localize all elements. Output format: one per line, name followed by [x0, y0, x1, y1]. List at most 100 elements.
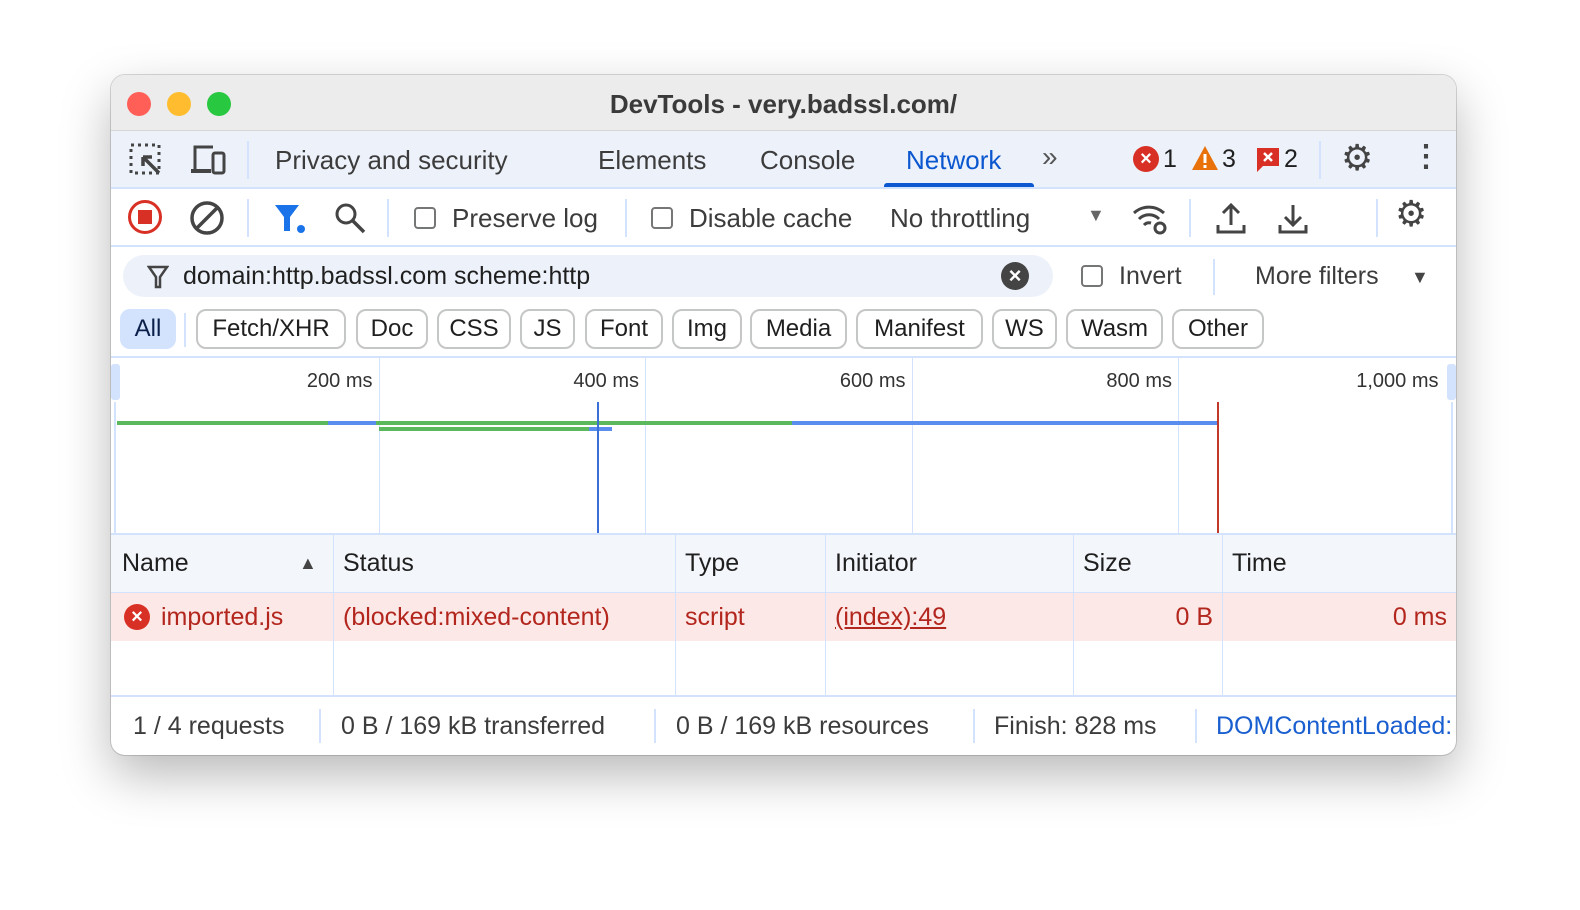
active-tab-indicator	[884, 183, 1034, 187]
type-font[interactable]: Font	[585, 309, 663, 349]
status-bar: 1 / 4 requests 0 B / 169 kB transferred …	[111, 697, 1456, 755]
timeline-left-handle[interactable]	[111, 364, 120, 400]
network-toolbar: Preserve log Disable cache No throttling…	[111, 189, 1456, 247]
invert-label: Invert	[1119, 262, 1182, 290]
filter-text[interactable]: domain:http.badssl.com scheme:http	[183, 262, 591, 290]
col-initiator[interactable]: Initiator	[826, 535, 1074, 592]
timeline-tick-label: 800 ms	[1106, 370, 1172, 392]
filter-input[interactable]: domain:http.badssl.com scheme:http ×	[123, 255, 1053, 297]
type-js[interactable]: JS	[520, 309, 575, 349]
resource-type-filters: All Fetch/XHR Doc CSS JS Font Img Media …	[111, 305, 1456, 358]
close-button[interactable]	[127, 92, 151, 116]
error-icon[interactable]: ×	[1133, 146, 1159, 172]
timeline-gridline	[378, 358, 380, 533]
timeline-bar-download	[791, 421, 1217, 425]
timeline-bar-download	[589, 427, 612, 431]
tab-console[interactable]: Console	[760, 145, 856, 175]
title-bar: DevTools - very.badssl.com/	[111, 75, 1456, 131]
finish-time: Finish: 828 ms	[994, 712, 1157, 740]
request-name: imported.js	[161, 603, 284, 631]
timeline-bar-waiting	[378, 427, 590, 431]
stop-recording-button[interactable]	[128, 200, 162, 234]
timeline-bar-waiting	[375, 421, 792, 425]
type-manifest[interactable]: Manifest	[856, 309, 983, 349]
minimize-button[interactable]	[167, 92, 191, 116]
resources-size: 0 B / 169 kB resources	[676, 712, 929, 740]
network-conditions-icon[interactable]	[1131, 201, 1169, 235]
load-event-marker	[1216, 402, 1219, 533]
transferred-size: 0 B / 169 kB transferred	[341, 712, 606, 740]
type-wasm[interactable]: Wasm	[1066, 309, 1163, 349]
type-css[interactable]: CSS	[437, 309, 511, 349]
settings-gear-icon[interactable]: ⚙	[1341, 137, 1374, 178]
issues-icon[interactable]	[1256, 147, 1280, 173]
timeline-tick-label: 600 ms	[839, 370, 906, 392]
table-row[interactable]: × imported.js (blocked:mixed-content) scr…	[111, 593, 1456, 641]
window-title: DevTools - very.badssl.com/	[609, 89, 958, 119]
tab-privacy-and-security[interactable]: Privacy and security	[275, 145, 508, 175]
filter-icon[interactable]	[273, 203, 309, 235]
col-name[interactable]: Name ▲	[111, 535, 334, 592]
blocked-error-icon: ×	[124, 604, 150, 630]
timeline-gridline	[911, 358, 913, 533]
inspect-element-icon[interactable]	[129, 143, 163, 177]
more-filters-button[interactable]: More filters	[1255, 262, 1379, 290]
error-count[interactable]: 1	[1163, 145, 1177, 173]
tab-elements[interactable]: Elements	[598, 145, 707, 175]
tab-network[interactable]: Network	[906, 145, 1002, 175]
type-other[interactable]: Other	[1172, 309, 1264, 349]
invert-checkbox[interactable]	[1081, 265, 1103, 287]
request-size: 0 B	[1175, 603, 1213, 631]
chevron-down-icon[interactable]: ▼	[1087, 205, 1105, 225]
throttling-select[interactable]: No throttling	[890, 203, 1031, 233]
export-har-icon[interactable]	[1277, 201, 1309, 235]
type-media[interactable]: Media	[750, 309, 847, 349]
filter-bar: domain:http.badssl.com scheme:http × Inv…	[111, 247, 1456, 305]
request-time: 0 ms	[1392, 603, 1447, 631]
col-type[interactable]: Type	[676, 535, 826, 592]
disable-cache-label: Disable cache	[689, 203, 853, 233]
devtools-window: DevTools - very.badssl.com/ Privacy and …	[111, 75, 1456, 755]
network-settings-icon[interactable]: ⚙	[1395, 193, 1428, 234]
type-ws[interactable]: WS	[992, 309, 1057, 349]
col-status[interactable]: Status	[334, 535, 676, 592]
issues-count[interactable]: 2	[1284, 145, 1298, 173]
import-har-icon[interactable]	[1215, 201, 1247, 235]
timeline-tick-label: 1,000 ms	[1356, 370, 1439, 392]
timeline-gridline	[1178, 358, 1179, 533]
panel-tabs: Privacy and security Elements Console Ne…	[111, 131, 1456, 189]
type-all[interactable]: All	[120, 309, 176, 349]
more-filters-chevron-icon[interactable]: ▼	[1411, 267, 1429, 287]
warning-icon[interactable]	[1191, 145, 1219, 171]
table-empty-area	[111, 641, 1456, 697]
col-time[interactable]: Time	[1232, 549, 1287, 577]
sort-ascending-icon: ▲	[299, 553, 317, 573]
clear-filter-icon[interactable]: ×	[1001, 262, 1029, 290]
warning-count[interactable]: 3	[1222, 145, 1236, 173]
disable-cache-checkbox[interactable]	[651, 207, 673, 229]
dom-content-loaded-time: DOMContentLoaded: 364 ms	[1216, 712, 1456, 740]
dom-content-loaded-marker	[597, 402, 600, 533]
maximize-button[interactable]	[207, 92, 231, 116]
type-doc[interactable]: Doc	[356, 309, 428, 349]
more-tabs-icon[interactable]: »	[1042, 141, 1058, 172]
device-toolbar-icon[interactable]	[189, 143, 227, 177]
timeline-right-handle[interactable]	[1447, 364, 1456, 400]
type-img[interactable]: Img	[672, 309, 742, 349]
clear-icon[interactable]	[189, 200, 225, 236]
type-fetch-xhr[interactable]: Fetch/XHR	[196, 309, 346, 349]
request-type: script	[685, 603, 745, 631]
timeline-bar-download	[327, 421, 376, 425]
timeline-bar-waiting	[117, 421, 328, 425]
request-initiator-link[interactable]: (index):49	[835, 603, 947, 631]
col-size[interactable]: Size	[1074, 535, 1223, 592]
preserve-log-checkbox[interactable]	[414, 207, 436, 229]
network-overview-timeline[interactable]: 200 ms 400 ms 600 ms 800 ms 1,000 ms	[111, 358, 1456, 535]
search-icon[interactable]	[333, 201, 367, 235]
timeline-gridline	[645, 358, 646, 533]
preserve-log-label: Preserve log	[452, 203, 598, 233]
timeline-tick-label: 400 ms	[573, 370, 639, 392]
requests-table-header: Name ▲ Status Type Initiator Size Time	[111, 535, 1456, 593]
more-options-icon[interactable]: ⋮	[1411, 140, 1441, 173]
timeline-tick-label: 200 ms	[306, 370, 373, 392]
